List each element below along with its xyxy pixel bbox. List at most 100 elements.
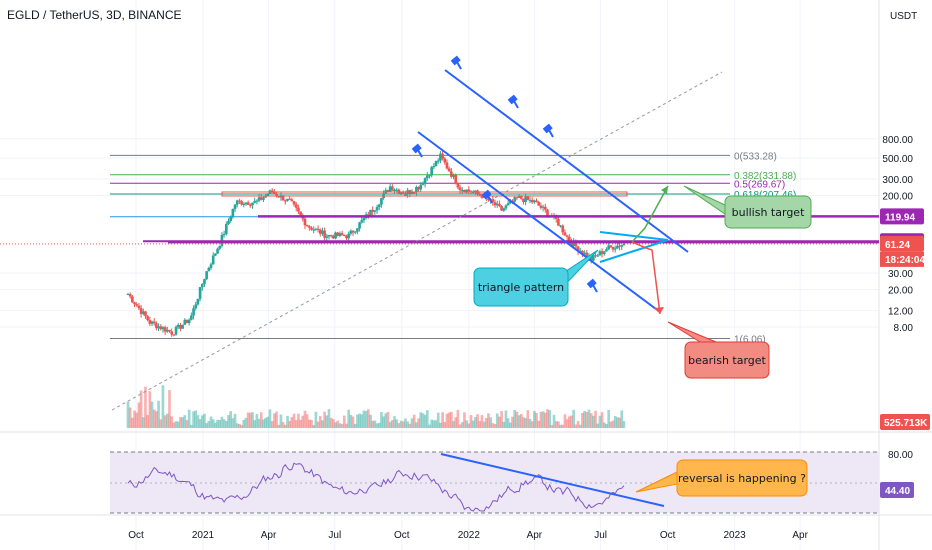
volume-bar-51	[238, 423, 241, 428]
volume-bar-25	[181, 417, 184, 428]
triangle-lower	[599, 239, 669, 263]
volume-bar-70	[279, 414, 283, 428]
bearish-arrowhead	[654, 307, 664, 314]
candle-body-201	[565, 235, 569, 237]
volume-bar-118	[384, 413, 388, 428]
candle-body-21	[172, 334, 176, 336]
volume-bar-199	[561, 424, 565, 428]
volume-bar-197	[557, 421, 560, 428]
volume-bar-16	[161, 385, 165, 428]
volume-bar-108	[362, 410, 366, 428]
volume-bar-46	[227, 415, 230, 428]
volume-bar-89	[321, 420, 324, 428]
volume-bar-9	[146, 415, 149, 428]
candle-body-86	[314, 228, 318, 230]
volume-bar-145	[443, 422, 447, 428]
y-unit-label: USDT	[890, 11, 917, 22]
volume-bar-166	[489, 417, 492, 428]
volume-bar-119	[386, 411, 390, 428]
volume-bar-19	[168, 390, 171, 428]
volume-bar-156	[467, 423, 471, 428]
volume-bar-12	[152, 409, 156, 428]
candle-body-202	[567, 236, 571, 242]
candle-body-224	[616, 245, 619, 249]
hammer-icon-2	[542, 123, 553, 134]
volume-bar-131	[412, 414, 416, 428]
volume-bar-96	[336, 420, 340, 428]
volume-bar-115	[377, 422, 381, 428]
hammer-handle-5	[592, 284, 598, 293]
hammer-handle-0	[456, 61, 462, 70]
volume-bar-125	[399, 420, 403, 428]
volume-bar-76	[292, 413, 296, 428]
y-tick-4: 30.00	[888, 269, 913, 280]
candle-body-147	[447, 168, 451, 172]
candlestick-series	[126, 150, 626, 337]
candle-body-16	[161, 327, 165, 330]
candle-body-168	[493, 202, 497, 206]
volume-bar-18	[165, 413, 169, 428]
y-tick-2: 300.00	[882, 175, 913, 186]
volume-bar-2	[131, 417, 134, 428]
candle-body-177	[513, 197, 517, 202]
volume-bar-189	[539, 411, 543, 428]
candle-body-103	[351, 230, 355, 233]
rsi-series	[127, 453, 665, 512]
volume-bar-224	[616, 417, 619, 428]
x-tick-7: Jul	[594, 530, 607, 541]
volume-bar-37	[207, 420, 211, 428]
candle-body-30	[192, 308, 195, 316]
candle-body-186	[533, 200, 536, 203]
candle-body-136	[423, 178, 427, 184]
volume-bar-24	[179, 417, 182, 428]
candle-body-77	[294, 204, 298, 208]
candle-body-69	[277, 195, 281, 198]
volume-bar-142	[436, 412, 440, 428]
candle-body-44	[222, 233, 226, 236]
candle-body-138	[428, 175, 431, 177]
volume-bar-179	[517, 415, 521, 428]
countdown-tag	[880, 251, 924, 267]
volume-bar-163	[482, 421, 486, 428]
candle-body-82	[305, 225, 309, 227]
triangle-callout-text: triangle pattern	[478, 281, 564, 294]
volume-bar-178	[515, 411, 519, 428]
candle-body-120	[388, 186, 392, 192]
candle-body-9	[146, 316, 149, 321]
candle-body-58	[253, 200, 257, 203]
candle-body-48	[231, 208, 235, 218]
candle-body-184	[528, 199, 532, 201]
x-tick-2: Apr	[261, 530, 277, 541]
volume-bar-177	[513, 409, 517, 428]
candle-body-190	[541, 206, 545, 208]
x-tick-4: Oct	[394, 530, 410, 541]
triangle-upper	[599, 231, 669, 241]
candle-body-27	[185, 319, 189, 324]
candle-body-181	[522, 198, 525, 202]
candle-body-212	[589, 255, 593, 261]
price-tags: 119.9465.4263.2261.2418:24:04525.713K44.…	[880, 208, 930, 498]
volume-bar-128	[406, 421, 409, 428]
volume-bar-41	[216, 419, 219, 428]
volume-bar-61	[259, 412, 263, 428]
volume-bar-92	[327, 409, 331, 428]
candle-body-115	[377, 204, 381, 208]
volume-bar-193	[548, 410, 551, 428]
volume-bar-22	[174, 421, 178, 428]
candle-body-6	[139, 308, 143, 314]
candle-body-56	[249, 204, 252, 206]
volume-bar-203	[570, 415, 573, 428]
candle-body-40	[214, 253, 217, 256]
volume-bar-176	[511, 416, 514, 428]
y-tick-5: 20.00	[888, 286, 913, 297]
volume-bar-95	[334, 422, 337, 428]
volume-bar-71	[281, 422, 285, 428]
x-tick-10: Apr	[792, 530, 808, 541]
candle-body-4	[135, 304, 139, 306]
candle-body-102	[349, 230, 353, 234]
volume-bar-100	[345, 423, 348, 428]
volume-bar-26	[183, 415, 187, 428]
volume-bar-184	[528, 418, 532, 428]
volume-bar-106	[358, 413, 361, 428]
